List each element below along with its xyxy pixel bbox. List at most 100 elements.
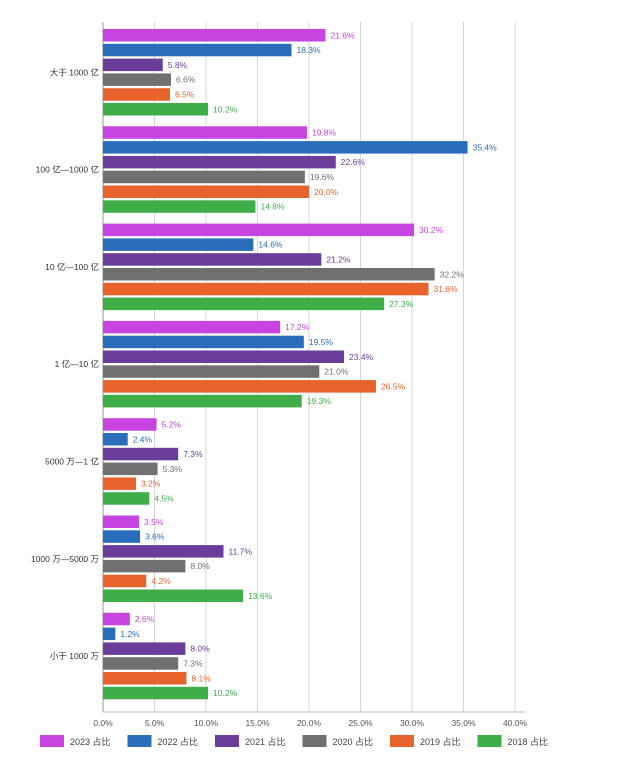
- bar: [103, 223, 415, 237]
- x-tick-label: 25.0%: [348, 718, 373, 728]
- bar: [103, 141, 468, 154]
- bar: [103, 335, 304, 349]
- data-label: 30.2%: [419, 225, 444, 235]
- data-label: 10.2%: [213, 104, 238, 114]
- data-label: 14.8%: [260, 202, 285, 212]
- data-label: 3.5%: [144, 517, 164, 527]
- value-labels: 21.6% 18.3% 5.8% 6.6% 6.5% 10.2% 19.8% 35.4% 22.…: [120, 30, 497, 698]
- legend-label: 2021 占比: [245, 736, 286, 747]
- x-axis: 0.0% 5.0% 10.0% 15.0% 20.0% 25.0% 30.0% 35.0% 40…: [93, 711, 528, 728]
- data-label: 5.3%: [163, 464, 183, 474]
- data-label: 21.6%: [330, 30, 355, 40]
- bar: [103, 365, 320, 378]
- data-label: 32.2%: [440, 269, 465, 279]
- data-label: 35.4%: [473, 142, 498, 152]
- bar: [103, 170, 305, 184]
- bar: [103, 58, 163, 72]
- x-tick-label: 15.0%: [245, 718, 270, 728]
- bar: [103, 545, 224, 558]
- legend-swatch: [477, 735, 502, 747]
- data-label: 23.4%: [349, 352, 374, 362]
- data-label: 6.6%: [176, 75, 196, 85]
- data-label: 20.0%: [314, 187, 339, 197]
- legend-label: 2018 占比: [508, 736, 549, 747]
- x-tick-label: 35.0%: [451, 718, 476, 728]
- data-label: 1.2%: [120, 629, 140, 639]
- data-label: 26.5%: [381, 381, 406, 391]
- bar: [103, 238, 254, 251]
- bar: [103, 88, 170, 101]
- bar: [103, 433, 128, 446]
- category-label: 小于 1000 万: [50, 651, 99, 661]
- bar: [103, 642, 186, 655]
- legend-label: 2023 占比: [70, 736, 111, 747]
- x-tick-label: 5.0%: [145, 718, 165, 728]
- bar: [103, 686, 209, 700]
- data-label: 2.4%: [133, 434, 153, 444]
- x-tick-label: 10.0%: [194, 718, 219, 728]
- legend: 2023 占比 2022 占比 2021 占比 2020 占比 2019 占比 2018 …: [40, 735, 548, 747]
- category-label: 1 亿—10 亿: [55, 359, 99, 369]
- data-label: 27.3%: [389, 299, 414, 309]
- data-label: 6.5%: [175, 89, 195, 99]
- bar: [103, 515, 140, 528]
- bar: [103, 185, 309, 198]
- category-label: 大于 1000 亿: [50, 67, 99, 77]
- bar: [103, 559, 186, 573]
- bar: [103, 380, 376, 393]
- bar: [103, 155, 336, 169]
- category-label: 1000 万—5000 万: [31, 554, 99, 564]
- data-label: 19.8%: [312, 128, 337, 138]
- x-tick-label: 20.0%: [297, 718, 322, 728]
- data-label: 31.6%: [433, 284, 458, 294]
- bar: [103, 462, 158, 476]
- x-tick-label: 0.0%: [93, 718, 113, 728]
- data-label: 11.7%: [229, 546, 253, 556]
- data-label: 13.6%: [248, 591, 273, 601]
- data-label: 19.3%: [307, 396, 332, 406]
- bar: [103, 103, 209, 116]
- bar: [103, 350, 345, 363]
- data-label: 8.1%: [191, 673, 211, 683]
- data-label: 18.3%: [296, 45, 321, 55]
- data-label: 3.2%: [141, 479, 161, 489]
- bar: [103, 477, 136, 490]
- bar: [103, 282, 429, 296]
- bar: [103, 268, 435, 281]
- bar: [103, 672, 187, 685]
- bar: [103, 73, 171, 86]
- data-label: 14.6%: [258, 240, 283, 250]
- bar: [103, 589, 244, 602]
- bar: [103, 253, 322, 266]
- category-label: 5000 万—1 亿: [45, 456, 99, 466]
- bar: [103, 394, 302, 408]
- legend-label: 2020 占比: [333, 736, 374, 747]
- data-label: 7.3%: [183, 449, 203, 459]
- bars: [103, 29, 468, 700]
- x-tick-label: 40.0%: [503, 718, 528, 728]
- data-label: 8.0%: [190, 644, 210, 654]
- bar: [103, 492, 150, 505]
- bar: [103, 126, 307, 139]
- legend-swatch: [302, 735, 327, 747]
- bar: [103, 29, 326, 42]
- data-label: 22.6%: [341, 157, 366, 167]
- bar: [103, 447, 179, 461]
- bar: [103, 657, 179, 670]
- data-label: 17.2%: [285, 322, 310, 332]
- legend-swatch: [127, 735, 152, 747]
- bar: [103, 530, 141, 543]
- bar: [103, 418, 157, 431]
- bar: [103, 574, 147, 588]
- data-label: 7.3%: [183, 658, 203, 668]
- category-labels: 大于 1000 亿 100 亿—1000 亿 10 亿—100 亿 1 亿—10 亿 5…: [31, 67, 99, 661]
- data-label: 19.5%: [309, 337, 334, 347]
- legend-swatch: [390, 735, 414, 747]
- data-label: 4.5%: [154, 493, 174, 503]
- legend-label: 2019 占比: [420, 736, 461, 747]
- data-label: 19.6%: [310, 172, 335, 182]
- category-label: 10 亿—100 亿: [45, 262, 99, 272]
- x-tick-label: 30.0%: [400, 718, 425, 728]
- data-label: 4.2%: [151, 576, 171, 586]
